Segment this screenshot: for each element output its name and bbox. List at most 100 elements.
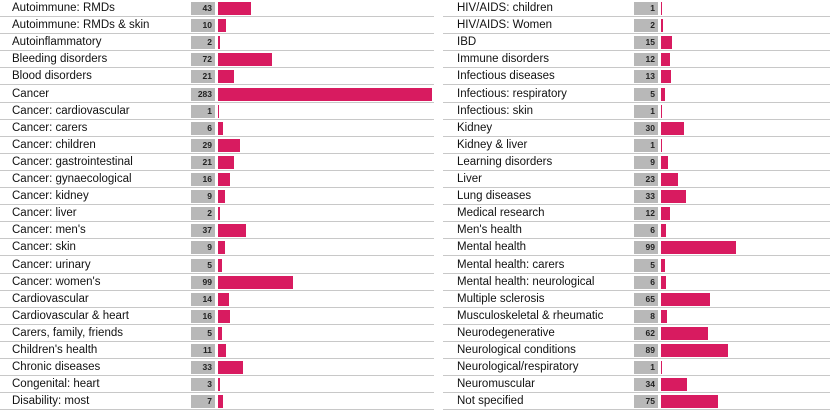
bar xyxy=(218,173,231,186)
bar xyxy=(661,292,711,306)
value-label: 34 xyxy=(634,378,658,392)
chart-row: Kidney 30 xyxy=(443,120,830,137)
value-label: 1 xyxy=(634,361,658,375)
chart-row: Carers, family, friends 5 xyxy=(0,325,434,342)
value-label: 65 xyxy=(634,292,658,306)
category-label: Infectious diseases xyxy=(457,70,555,83)
chart-row: Cancer 283 xyxy=(0,86,434,103)
chart-row: Cardiovascular & heart 16 xyxy=(0,308,434,325)
chart-row: Cancer: cardiovascular 1 xyxy=(0,103,434,120)
bar xyxy=(218,361,243,375)
bar xyxy=(661,361,662,375)
value-label: 9 xyxy=(634,155,658,169)
category-label: Medical research xyxy=(457,207,545,220)
bar xyxy=(218,19,226,33)
value-label: 99 xyxy=(191,275,215,289)
bar xyxy=(218,326,222,340)
value-label: 9 xyxy=(191,190,215,204)
value-label: 21 xyxy=(191,155,215,169)
bar xyxy=(661,326,708,340)
chart-row: IBD 15 xyxy=(443,34,830,52)
chart-row: Cancer: carers 6 xyxy=(0,120,434,137)
value-label: 21 xyxy=(191,70,215,84)
bar xyxy=(218,258,222,272)
category-label: Musculoskeletal & rheumatic xyxy=(457,309,604,322)
bar xyxy=(661,395,718,409)
category-label: Immune disorders xyxy=(457,53,550,66)
value-label: 6 xyxy=(191,121,215,135)
bar xyxy=(661,87,665,101)
chart-row: Multiple sclerosis 65 xyxy=(443,291,830,308)
value-label: 6 xyxy=(634,224,658,238)
category-label: Cancer: gastrointestinal xyxy=(12,155,133,168)
chart-row: Mental health: neurological 6 xyxy=(443,274,830,291)
value-label: 2 xyxy=(634,19,658,33)
category-label: Men's health xyxy=(457,224,522,237)
value-label: 99 xyxy=(634,241,658,255)
chart-row: Cancer: urinary 5 xyxy=(0,257,434,274)
value-label: 5 xyxy=(634,258,658,272)
category-label: Cancer: children xyxy=(12,138,96,151)
bar xyxy=(218,378,221,392)
category-label: Cardiovascular & heart xyxy=(12,309,129,322)
category-label: Congenital: heart xyxy=(12,378,100,391)
value-label: 15 xyxy=(634,36,658,50)
value-label: 7 xyxy=(191,395,215,409)
chart-row: Cancer: gynaecological 16 xyxy=(0,171,434,188)
bar xyxy=(218,2,251,15)
bar xyxy=(661,155,668,169)
chart-row: Infectious: respiratory 5 xyxy=(443,86,830,103)
value-label: 33 xyxy=(191,361,215,375)
bar xyxy=(661,224,666,238)
category-label: Mental health: carers xyxy=(457,258,565,271)
bar xyxy=(218,36,220,50)
value-label: 10 xyxy=(191,19,215,33)
category-label: Carers, family, friends xyxy=(12,326,123,339)
bar xyxy=(661,378,687,392)
category-label: Mental health xyxy=(457,241,527,254)
chart-row: Blood disorders 21 xyxy=(0,68,434,86)
chart-row: Infectious diseases 13 xyxy=(443,68,830,86)
value-label: 5 xyxy=(191,326,215,340)
value-label: 1 xyxy=(191,104,215,118)
chart-row: Not specified 75 xyxy=(443,393,830,410)
chart-row: Learning disorders 9 xyxy=(443,154,830,171)
chart-row: Liver 23 xyxy=(443,171,830,188)
category-label: Bleeding disorders xyxy=(12,53,108,66)
chart-row: Autoinflammatory 2 xyxy=(0,34,434,52)
chart-row: HIV/AIDS: children 1 xyxy=(443,0,830,17)
bar xyxy=(661,309,668,323)
chart-row: Autoimmune: RMDs & skin 10 xyxy=(0,17,434,35)
chart-row: Cancer: men's 37 xyxy=(0,222,434,240)
value-label: 13 xyxy=(634,70,658,84)
bar xyxy=(661,36,673,50)
chart-row: Autoimmune: RMDs 43 xyxy=(0,0,434,17)
value-label: 43 xyxy=(191,2,215,15)
category-label: Cancer: women's xyxy=(12,275,101,288)
bar xyxy=(218,395,224,409)
chart-row: Cancer: liver 2 xyxy=(0,205,434,223)
category-label: Infectious: skin xyxy=(457,104,534,117)
bar xyxy=(661,275,666,289)
category-label: Cancer: cardiovascular xyxy=(12,104,130,117)
category-label: Cardiovascular xyxy=(12,292,89,305)
chart-row: HIV/AIDS: Women 2 xyxy=(443,17,830,35)
chart-row: Immune disorders 12 xyxy=(443,51,830,69)
chart-row: Bleeding disorders 72 xyxy=(0,51,434,69)
category-label: Infectious: respiratory xyxy=(457,87,567,100)
chart-row: Men's health 6 xyxy=(443,222,830,240)
chart-row: Lung diseases 33 xyxy=(443,188,830,206)
chart-row: Neurological conditions 89 xyxy=(443,342,830,359)
category-label: Chronic diseases xyxy=(12,361,101,374)
category-label: Cancer: gynaecological xyxy=(12,173,132,185)
category-label: Cancer: carers xyxy=(12,121,88,134)
bar xyxy=(218,292,229,306)
value-label: 89 xyxy=(634,344,658,357)
bar xyxy=(218,309,231,323)
category-label: Disability: most xyxy=(12,395,90,408)
bar xyxy=(218,138,240,152)
bar xyxy=(218,155,234,169)
category-label: Learning disorders xyxy=(457,155,553,168)
value-label: 72 xyxy=(191,53,215,67)
chart-row: Cancer: skin 9 xyxy=(0,239,434,257)
